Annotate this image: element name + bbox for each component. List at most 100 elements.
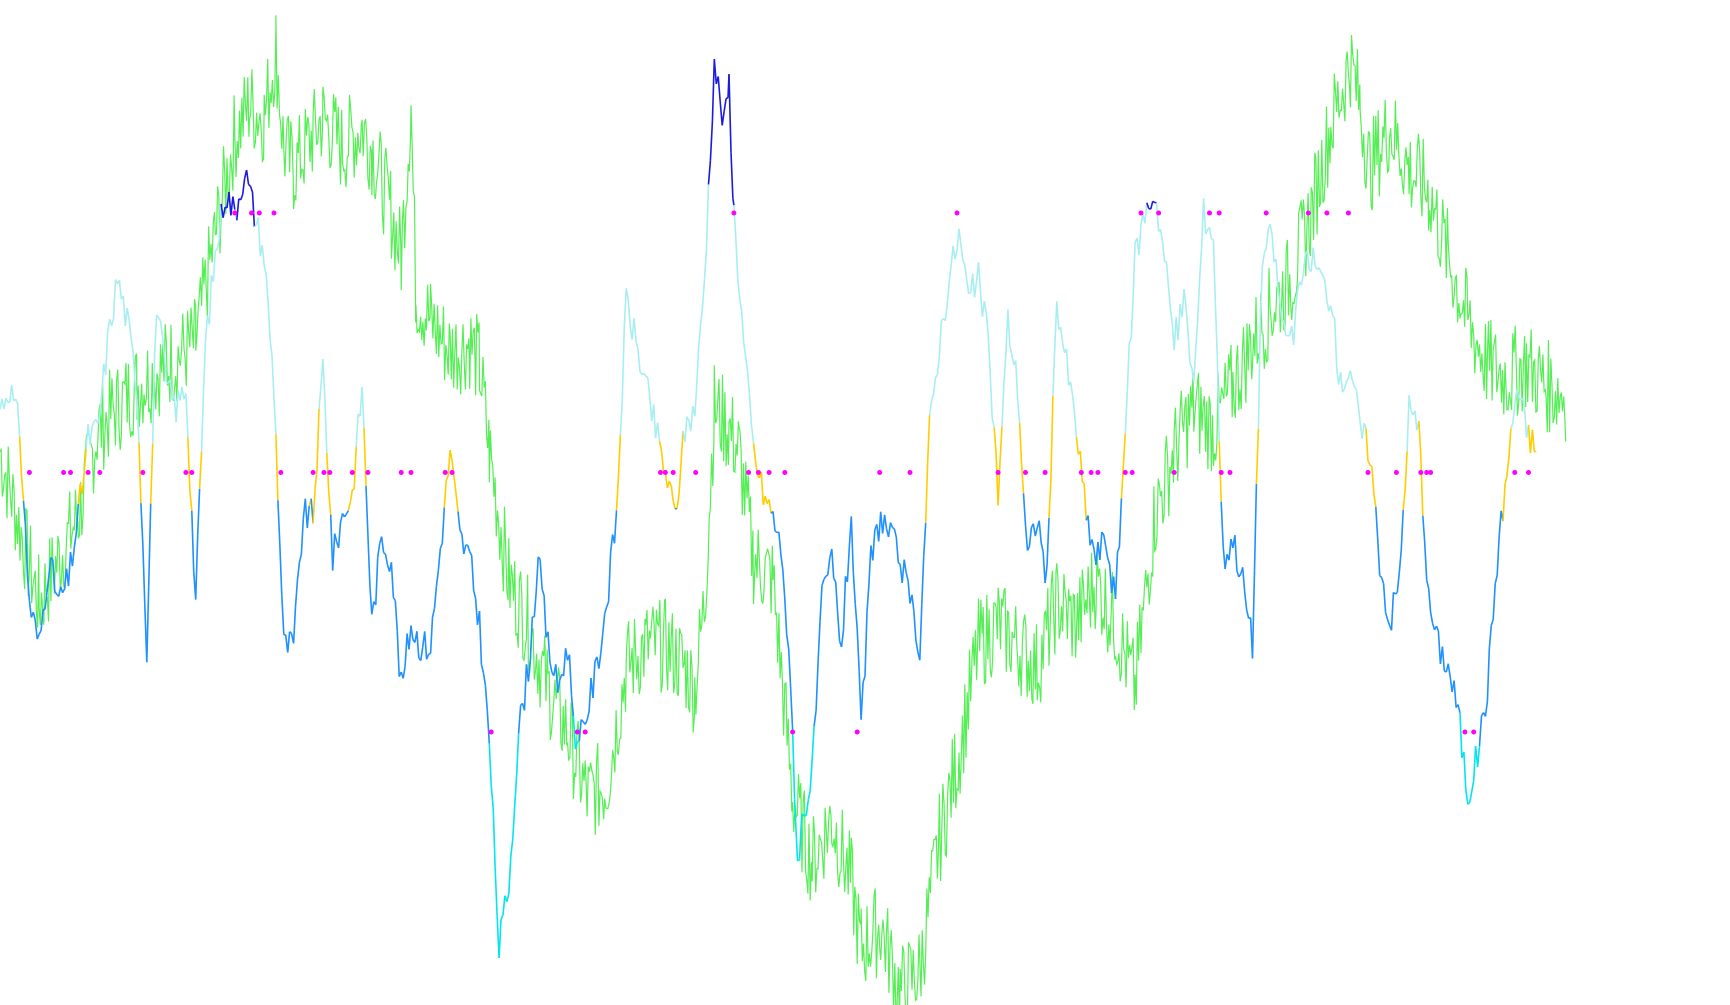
oscillator-segment: [1003, 353, 1007, 383]
crossing-marker: [1471, 729, 1477, 735]
oscillator-segment: [1128, 337, 1132, 344]
oscillator-segment: [1472, 745, 1477, 781]
oscillator-segment: [1463, 751, 1467, 790]
oscillator-segment: [641, 372, 645, 376]
crossing-marker: [1263, 210, 1269, 216]
oscillator-segment: [1169, 307, 1174, 324]
oscillator-segment: [316, 408, 320, 470]
oscillator-segment: [1492, 583, 1496, 620]
oscillator-segment: [1228, 538, 1232, 561]
oscillator-segment: [926, 415, 931, 464]
crossing-marker: [327, 470, 333, 475]
crossing-marker: [582, 729, 588, 735]
oscillator-segment: [257, 217, 262, 257]
oscillator-segment: [1453, 680, 1457, 708]
oscillator-segment: [1202, 198, 1207, 235]
oscillator-segment: [889, 522, 894, 528]
oscillator-segment: [805, 799, 810, 816]
oscillator-segment: [1214, 301, 1219, 357]
oscillator-segment: [901, 559, 905, 583]
oscillator-segment: [294, 579, 299, 607]
oscillator-segment: [1400, 509, 1404, 550]
oscillator-segment: [962, 260, 966, 266]
oscillator-segment: [468, 551, 473, 556]
crossing-marker: [365, 470, 371, 475]
oscillator-segment: [261, 245, 265, 266]
oscillator-segment: [1398, 549, 1403, 573]
oscillator-segment: [236, 198, 240, 221]
oscillator-segment: [343, 513, 348, 518]
oscillator-segment: [735, 239, 739, 280]
oscillator-segment: [1367, 460, 1371, 466]
oscillator-segment: [22, 500, 27, 526]
oscillator-segment: [1087, 515, 1091, 546]
oscillator-segment: [1181, 288, 1185, 318]
oscillator-segment: [936, 355, 941, 376]
oscillator-segment: [312, 488, 316, 524]
oscillator-segment: [711, 59, 716, 122]
oscillator-segment: [91, 421, 95, 428]
crossing-marker: [398, 470, 404, 475]
oscillator-segment: [314, 469, 318, 489]
oscillator-segment: [1332, 315, 1336, 319]
crossing-marker: [249, 210, 254, 216]
oscillator-segment: [928, 400, 933, 416]
crossing-marker: [954, 210, 960, 216]
oscillator-segment: [725, 97, 729, 100]
oscillator-segment: [441, 507, 446, 544]
oscillator-segment: [911, 594, 915, 612]
crossing-marker: [26, 470, 32, 475]
oscillator-segment: [717, 76, 721, 102]
oscillator-segment: [952, 245, 956, 260]
oscillator-segment: [1333, 317, 1338, 368]
oscillator-segment: [1069, 381, 1074, 395]
oscillator-segment: [57, 586, 62, 597]
oscillator-segment: [36, 634, 40, 640]
oscillator-segment: [549, 661, 553, 673]
oscillator-segment: [247, 183, 252, 187]
oscillator-segment: [269, 339, 273, 356]
oscillator-segment: [674, 507, 678, 510]
oscillator-segment: [1167, 285, 1172, 309]
crossing-marker: [1218, 470, 1224, 475]
oscillator-segment: [752, 443, 757, 460]
oscillator-segment: [457, 511, 461, 530]
oscillator-segment: [1510, 422, 1514, 430]
oscillator-segment: [817, 621, 821, 662]
oscillator-segment: [1165, 261, 1170, 286]
oscillator-segment: [680, 430, 684, 463]
oscillator-segment: [1104, 546, 1109, 559]
oscillator-segment: [118, 280, 123, 300]
oscillator-segment: [564, 648, 569, 661]
oscillator-segment: [1161, 241, 1166, 262]
oscillator-segment: [562, 648, 567, 676]
oscillator-segment: [784, 598, 788, 635]
oscillator-segment: [723, 98, 727, 112]
oscillator-segment: [924, 463, 929, 523]
oscillator-segment: [1294, 289, 1299, 312]
oscillator-segment: [1138, 224, 1142, 256]
oscillator-segment: [798, 820, 803, 861]
oscillator-segment: [1425, 580, 1430, 589]
oscillator-segment: [868, 545, 872, 585]
oscillator-segment: [856, 628, 860, 672]
oscillator-segment: [574, 741, 579, 750]
oscillator-segment: [1028, 527, 1033, 547]
oscillator-segment: [1061, 343, 1066, 353]
oscillator-segment: [34, 619, 38, 640]
oscillator-segment: [742, 342, 747, 357]
oscillator-segment: [737, 279, 741, 300]
oscillator-segment: [498, 919, 502, 959]
oscillator-segment: [1091, 539, 1095, 550]
oscillator-segment: [429, 617, 434, 654]
oscillator-segment: [592, 661, 596, 699]
oscillator-segment: [204, 315, 209, 341]
oscillator-segment: [938, 320, 943, 356]
oscillator-segment: [656, 422, 661, 442]
oscillator-segment: [1120, 465, 1125, 499]
oscillator-segment: [684, 416, 688, 443]
oscillator-segment: [502, 895, 506, 916]
oscillator-segment: [944, 305, 948, 321]
oscillator-segment: [960, 244, 964, 261]
